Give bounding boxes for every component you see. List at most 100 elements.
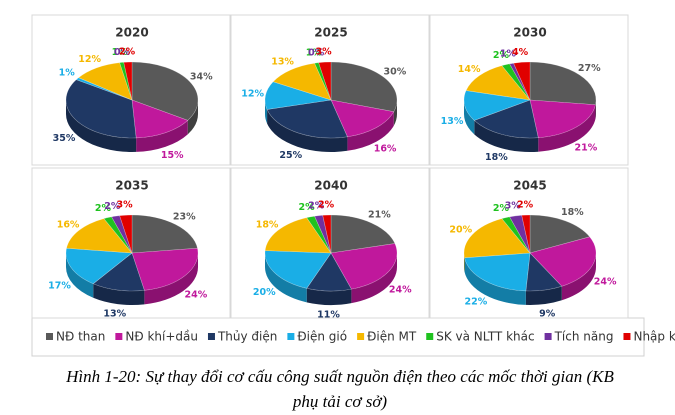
pie-slice: [131, 247, 199, 291]
data-label: 2%: [119, 47, 136, 58]
legend-label: Tích năng: [554, 330, 614, 344]
pie-slice: [465, 65, 531, 101]
data-label: 3%: [505, 201, 522, 212]
pie-title: 2025: [314, 26, 347, 40]
pie-side: [66, 253, 94, 298]
data-label: 9%: [539, 308, 556, 319]
legend-label: Nhập khẩu: [633, 330, 675, 344]
pie-side: [136, 120, 188, 152]
legend-swatch: [357, 333, 365, 340]
data-label: 34%: [190, 71, 213, 82]
pie-slice: [272, 62, 332, 101]
pie-slice: [65, 247, 133, 285]
pie-side: [306, 288, 352, 305]
pie-side: [464, 253, 465, 272]
pie-slice: [266, 99, 348, 139]
data-label: 16%: [374, 143, 397, 154]
pie-side: [538, 104, 596, 152]
data-label: 21%: [574, 142, 597, 153]
pie-slice: [75, 77, 133, 101]
pie-side: [351, 253, 397, 304]
data-label: 2%: [493, 50, 510, 61]
data-label: 2%: [493, 203, 510, 214]
data-label: 1%: [59, 68, 76, 79]
data-label: 3%: [315, 47, 332, 58]
data-label: 25%: [279, 150, 302, 161]
pie-slice: [529, 236, 597, 287]
data-label: 24%: [594, 276, 617, 287]
pie-slice: [66, 218, 133, 254]
pie-side: [393, 100, 397, 126]
pie-slice: [529, 214, 591, 254]
pie-slice: [131, 214, 198, 254]
data-label: 35%: [53, 133, 76, 144]
pie-slice: [119, 61, 133, 101]
pie-side: [464, 100, 475, 135]
pie-title: 2035: [115, 179, 148, 193]
pie-side: [267, 109, 348, 153]
data-label: 2%: [318, 200, 335, 211]
pie-slice: [314, 62, 332, 101]
pie-side: [144, 253, 198, 305]
pie-slice: [65, 79, 137, 139]
pie-slice: [264, 250, 332, 289]
data-label: 13%: [441, 116, 464, 127]
legend-swatch: [623, 333, 631, 340]
pie-slice: [92, 252, 145, 292]
data-label: 18%: [485, 152, 508, 163]
data-label: 21%: [368, 210, 391, 221]
pie-side: [525, 286, 562, 306]
legend-swatch: [544, 333, 552, 340]
pie-side: [265, 100, 268, 124]
data-label: 18%: [561, 207, 584, 218]
pie-slice: [330, 61, 398, 113]
data-label: 4%: [512, 47, 529, 58]
data-label: 13%: [271, 57, 294, 68]
pie-slice: [330, 214, 396, 254]
legend-label: Thủy điện: [217, 330, 277, 344]
pie-side: [595, 100, 596, 119]
data-label: 0%: [308, 47, 325, 58]
data-label: 1%: [306, 48, 323, 59]
pie-slice: [322, 214, 332, 254]
pie-side: [187, 100, 198, 135]
data-label: 12%: [78, 54, 101, 65]
legend-label: NĐ khí+dầu: [125, 330, 198, 344]
pie-side: [93, 283, 145, 305]
data-label: 20%: [449, 224, 472, 235]
pie-slice: [78, 62, 133, 101]
pie-slice: [306, 215, 332, 254]
data-label: 11%: [317, 309, 340, 320]
data-label: 15%: [161, 150, 184, 161]
pie-slice: [525, 252, 563, 292]
pie-slice: [473, 99, 539, 139]
legend-swatch: [115, 333, 123, 340]
pie-slice: [103, 216, 133, 254]
pie-side: [474, 120, 539, 152]
pie-title: 2020: [115, 26, 148, 40]
legend-label: SK và NLTT khác: [436, 330, 534, 344]
legend-label: Điện MT: [367, 330, 417, 344]
legend-swatch: [426, 333, 434, 340]
data-label: 2%: [517, 200, 534, 211]
data-label: 30%: [384, 66, 407, 77]
pie-slice: [119, 214, 133, 254]
pie-slice: [463, 218, 531, 259]
pie-slice: [529, 99, 596, 139]
data-label: 0%: [114, 47, 131, 58]
pie-slice: [131, 61, 199, 121]
pie-side: [464, 257, 526, 305]
pie-side: [347, 111, 394, 151]
pie-title: 2040: [314, 179, 347, 193]
pie-slice: [330, 99, 395, 138]
data-label: 2%: [299, 202, 316, 213]
pie-slice: [464, 252, 531, 292]
data-label: 2%: [308, 200, 325, 211]
pie-slice: [314, 214, 332, 254]
data-label: 3%: [116, 200, 133, 211]
data-label: 18%: [256, 219, 279, 230]
pie-slice: [501, 63, 531, 101]
legend-box: [31, 317, 645, 357]
data-label: 2%: [95, 203, 112, 214]
